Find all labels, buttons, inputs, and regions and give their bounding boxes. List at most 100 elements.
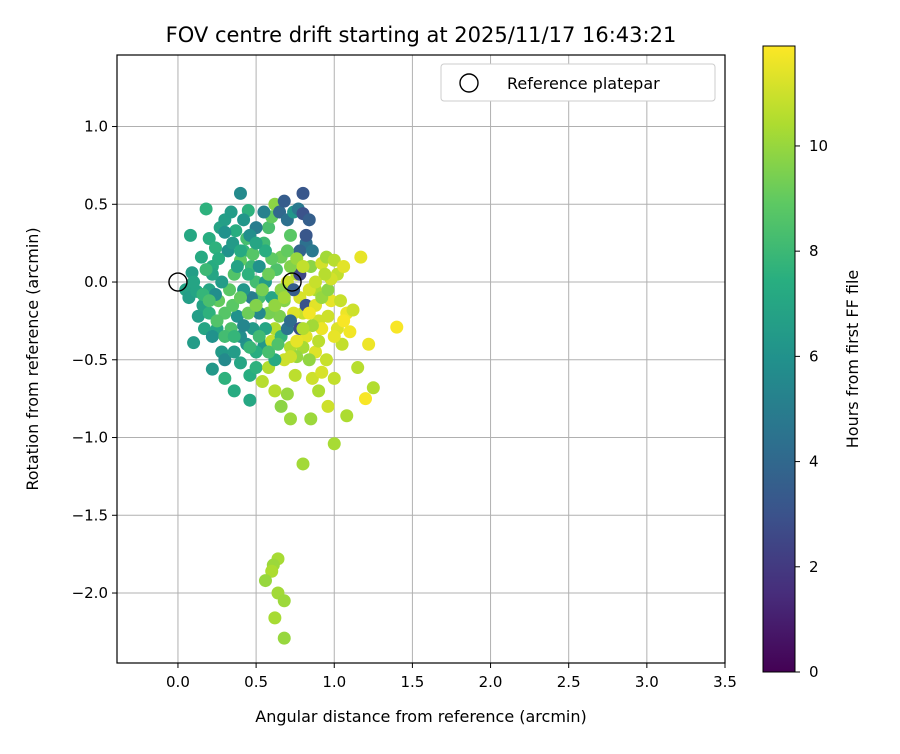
data-point (258, 574, 272, 588)
data-point (208, 241, 222, 255)
data-point (258, 244, 272, 258)
data-point (366, 381, 380, 395)
data-point (327, 371, 341, 385)
data-point (262, 345, 276, 359)
x-axis-ticks: 0.0 0.5 1.0 1.5 2.0 2.5 3.0 3.5 (166, 663, 737, 691)
data-point (283, 228, 297, 242)
data-point (337, 314, 351, 328)
data-point (351, 361, 365, 375)
data-point (268, 611, 282, 625)
x-tick-label: 2.0 (479, 673, 503, 691)
x-tick-label: 0.0 (166, 673, 190, 691)
y-axis-label: Rotation from reference (arcmin) (23, 227, 42, 490)
data-point (277, 594, 291, 608)
data-points (179, 186, 404, 645)
data-point (202, 231, 216, 245)
colorbar-ticks: 0 2 4 6 8 10 (795, 137, 828, 681)
grid-lines (117, 55, 726, 663)
chart-title: FOV centre drift starting at 2025/11/17 … (166, 23, 677, 47)
y-tick-label: 0.0 (84, 273, 108, 291)
data-point (274, 399, 288, 413)
data-point (227, 329, 241, 343)
data-point (287, 283, 301, 297)
x-tick-label: 0.5 (244, 673, 268, 691)
colorbar-label: Hours from first FF file (843, 270, 862, 449)
data-point (288, 368, 302, 382)
x-tick-label: 3.0 (635, 673, 659, 691)
data-point (218, 225, 232, 239)
data-point (283, 350, 297, 364)
data-point (296, 186, 310, 200)
data-point (191, 309, 205, 323)
data-point (290, 334, 304, 348)
data-point (340, 409, 354, 423)
data-point (227, 345, 241, 359)
data-point (187, 275, 201, 289)
data-point (268, 384, 282, 398)
data-point (210, 314, 224, 328)
data-point (205, 362, 219, 376)
data-point (218, 353, 232, 367)
data-point (230, 309, 244, 323)
data-point (249, 361, 263, 375)
data-point (199, 263, 213, 277)
data-point (296, 322, 310, 336)
data-point (227, 384, 241, 398)
x-tick-label: 3.5 (713, 673, 737, 691)
reference-marker (282, 272, 302, 292)
data-point (205, 329, 219, 343)
data-point (262, 221, 276, 235)
data-point (302, 306, 316, 320)
data-point (304, 412, 318, 426)
data-point (246, 247, 260, 261)
data-point (312, 384, 326, 398)
data-point (230, 259, 244, 273)
x-tick-label: 1.0 (322, 673, 346, 691)
data-point (233, 244, 247, 258)
data-point (243, 340, 257, 354)
data-point (337, 259, 351, 273)
data-point (346, 303, 360, 317)
data-point (283, 412, 297, 426)
y-tick-label: 0.5 (84, 195, 108, 213)
y-tick-label: −1.5 (72, 506, 108, 524)
colorbar-tick-label: 2 (809, 558, 819, 576)
data-point (305, 371, 319, 385)
data-point (202, 294, 216, 308)
data-point (229, 224, 243, 238)
y-tick-label: −2.0 (72, 584, 108, 602)
data-point (233, 291, 247, 305)
legend-box (440, 63, 716, 102)
colorbar-gradient (762, 45, 796, 673)
data-point (224, 205, 238, 219)
y-tick-label: 1.0 (84, 118, 108, 136)
data-point (268, 298, 282, 312)
data-point (265, 564, 279, 578)
data-point (302, 353, 316, 367)
colorbar-tick-label: 8 (809, 242, 819, 260)
data-point (233, 356, 247, 370)
data-point (299, 228, 313, 242)
data-point (273, 309, 287, 323)
x-tick-label: 2.5 (557, 673, 581, 691)
data-point (218, 329, 232, 343)
data-point (362, 337, 376, 351)
data-point (280, 244, 294, 258)
data-point (243, 393, 257, 407)
data-point (319, 353, 333, 367)
data-point (302, 213, 316, 227)
data-point (354, 250, 368, 264)
data-point (305, 244, 319, 258)
data-point (315, 365, 329, 379)
data-point (237, 319, 251, 333)
data-point (312, 334, 326, 348)
colorbar-tick-label: 6 (809, 347, 819, 365)
data-point (218, 371, 232, 385)
data-point (183, 228, 197, 242)
plot-frame (116, 54, 726, 664)
y-tick-label: −0.5 (72, 351, 108, 369)
legend: Reference platepar (440, 63, 716, 102)
data-point (249, 298, 263, 312)
